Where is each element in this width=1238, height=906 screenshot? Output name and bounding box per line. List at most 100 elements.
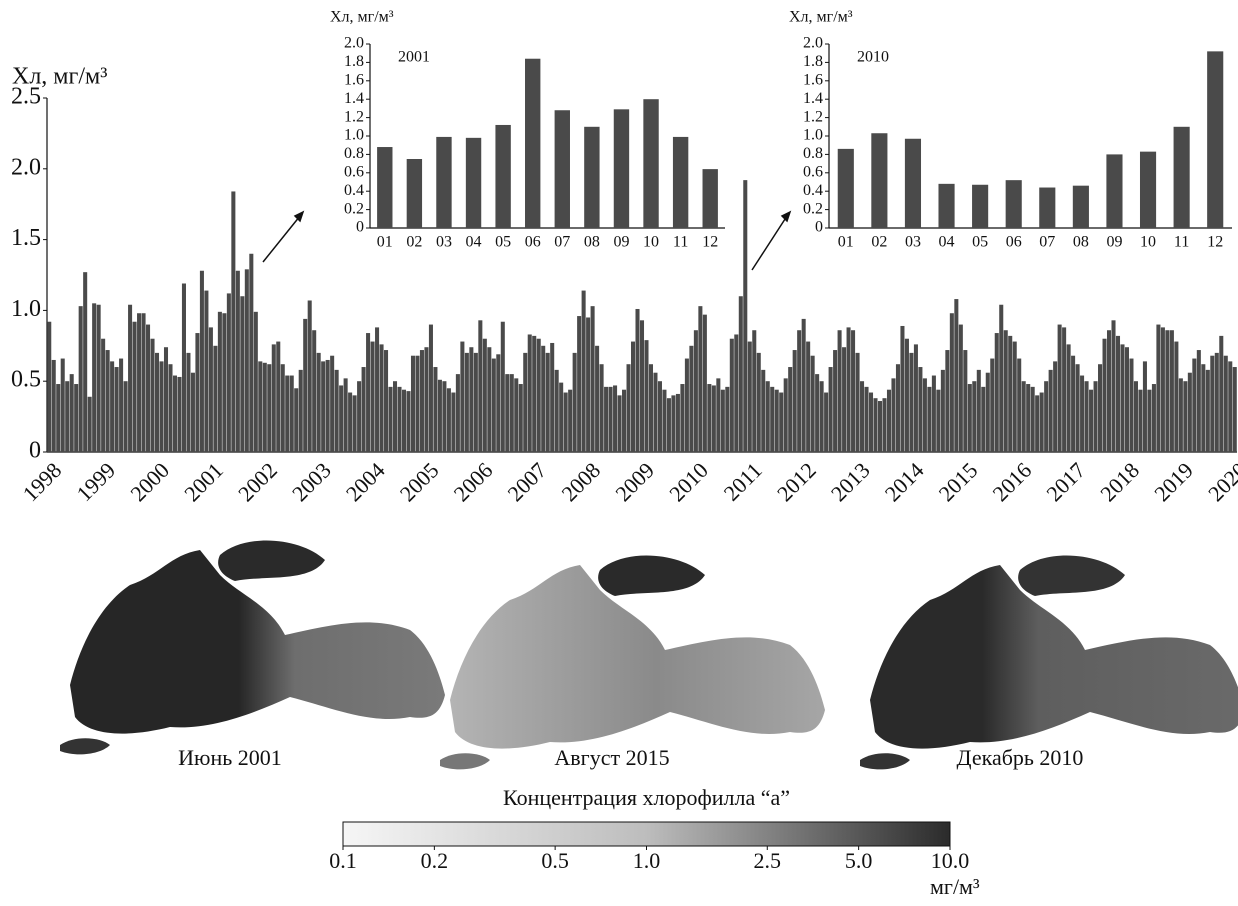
x-tick-label: 02 — [406, 234, 422, 251]
bar — [326, 360, 330, 452]
bar — [505, 374, 509, 452]
bar — [1174, 127, 1190, 228]
bar — [83, 272, 87, 452]
bar — [1107, 330, 1111, 452]
bar — [335, 370, 339, 452]
y-tick-label: 2.5 — [11, 84, 41, 110]
bar — [424, 347, 428, 452]
bar — [236, 271, 240, 452]
y-tick-label: 1.5 — [11, 225, 41, 251]
bar — [496, 354, 500, 452]
bar — [1071, 356, 1075, 452]
bar — [377, 147, 392, 228]
bar — [784, 378, 788, 452]
bar — [842, 347, 846, 452]
x-tick-label: 08 — [584, 234, 600, 251]
bar — [272, 344, 276, 452]
x-tick-label: 0.1 — [329, 848, 357, 873]
bar — [97, 305, 101, 452]
bar — [568, 390, 572, 452]
x-tick-label: 2009 — [610, 457, 659, 506]
bar — [74, 384, 78, 452]
bar — [1017, 359, 1021, 452]
bar — [707, 384, 711, 452]
bar — [882, 398, 886, 452]
x-tick-label: 2006 — [449, 457, 498, 506]
bar — [627, 364, 631, 452]
bar — [806, 342, 810, 452]
x-tick-label: 01 — [377, 234, 393, 251]
y-tick-label: 0.2 — [344, 200, 364, 217]
bar — [456, 374, 460, 452]
bar — [420, 350, 424, 452]
bar — [371, 342, 375, 452]
bar — [555, 370, 559, 452]
bar — [227, 293, 231, 452]
figure: Июнь 2001 Август 2015 Декабрь 2010 Хл, м… — [0, 0, 1238, 906]
x-tick-label: 5.0 — [845, 848, 873, 873]
bar — [1206, 370, 1210, 452]
bar — [317, 353, 321, 452]
x-tick-label: 1999 — [71, 457, 120, 506]
bar — [1215, 353, 1219, 452]
bar — [865, 387, 869, 452]
bar — [640, 320, 644, 452]
x-tick-label: 2003 — [287, 457, 336, 506]
y-tick-label: 2.0 — [344, 35, 364, 52]
bar — [1161, 327, 1165, 452]
bar — [671, 395, 675, 452]
bar — [478, 320, 482, 452]
x-tick-label: 2012 — [772, 457, 821, 506]
bar — [743, 180, 747, 452]
bar — [716, 378, 720, 452]
y-tick-label: 2.0 — [11, 154, 41, 180]
bar — [662, 390, 666, 452]
bar — [474, 353, 478, 452]
bar — [1004, 330, 1008, 452]
bar — [676, 394, 680, 452]
bar — [101, 339, 105, 452]
bar — [213, 346, 217, 452]
bar — [1062, 327, 1066, 452]
bar — [582, 291, 586, 452]
x-tick-label: 12 — [1207, 234, 1223, 251]
bar — [797, 330, 801, 452]
bar — [1210, 356, 1214, 452]
x-tick-label: 2005 — [395, 457, 444, 506]
bar — [375, 327, 379, 452]
y-tick-label: 1.0 — [344, 127, 364, 144]
y-axis-label: Хл, мг/м³ — [330, 9, 394, 26]
annotation: 2001 — [398, 49, 430, 66]
bar — [119, 359, 123, 452]
bar — [559, 383, 563, 452]
bar — [308, 300, 312, 452]
bar — [294, 388, 298, 452]
bar — [177, 377, 181, 452]
bar — [1183, 381, 1187, 452]
bar — [887, 390, 891, 452]
bar — [918, 367, 922, 452]
bar — [1089, 390, 1093, 452]
x-tick-label: 07 — [554, 234, 570, 251]
bar — [555, 110, 570, 228]
bar — [878, 401, 882, 452]
bar — [357, 381, 361, 452]
bar — [70, 374, 74, 452]
y-tick-label: 2.0 — [803, 35, 823, 52]
x-tick-label: 2000 — [125, 457, 174, 506]
bar — [595, 346, 599, 452]
bar — [532, 336, 536, 452]
x-tick-label: 2017 — [1041, 457, 1090, 506]
bar — [1008, 336, 1012, 452]
bar — [1044, 381, 1048, 452]
bar — [133, 322, 137, 452]
bar — [829, 367, 833, 452]
bar — [466, 138, 481, 228]
bar — [1228, 361, 1232, 452]
x-tick-label: 2015 — [934, 457, 983, 506]
x-tick-label: 05 — [495, 234, 511, 251]
bar — [689, 346, 693, 452]
bar — [92, 303, 96, 452]
bar — [802, 319, 806, 452]
bar — [245, 269, 249, 452]
